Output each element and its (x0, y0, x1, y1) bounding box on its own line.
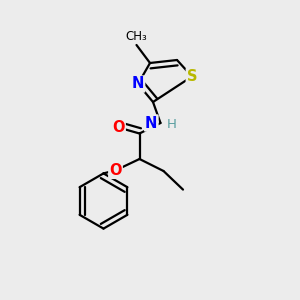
Text: H: H (167, 118, 177, 131)
Text: O: O (112, 120, 125, 135)
Text: N: N (132, 76, 144, 92)
Text: S: S (187, 69, 197, 84)
Text: N: N (145, 116, 158, 130)
Text: O: O (109, 163, 122, 178)
Text: CH₃: CH₃ (126, 30, 147, 43)
